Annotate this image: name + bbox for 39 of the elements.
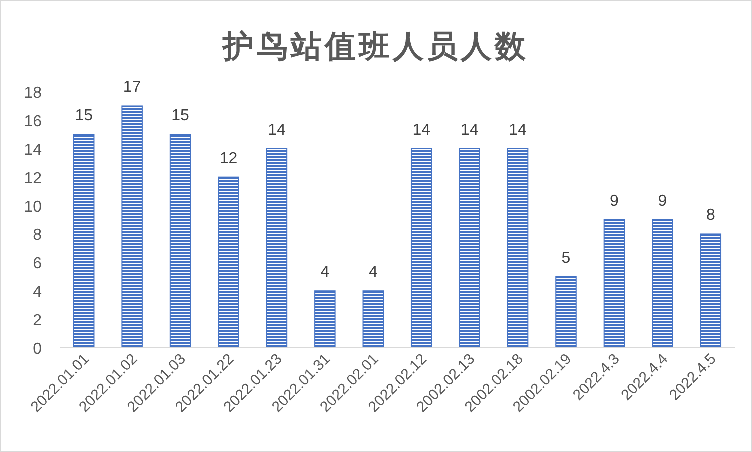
bar	[362, 290, 384, 348]
bar	[218, 176, 240, 348]
bar	[314, 290, 336, 348]
bar	[410, 148, 432, 348]
y-tick-label: 16	[24, 113, 42, 130]
y-tick-label: 12	[24, 170, 42, 188]
data-label: 4	[320, 264, 330, 282]
data-label: 5	[562, 250, 571, 267]
y-tick-label: 0	[33, 341, 42, 358]
chart-title: 护鸟站值班人员人数	[222, 29, 529, 64]
data-label: 14	[412, 122, 431, 139]
data-label: 12	[220, 150, 238, 168]
y-tick-label: 8	[33, 227, 42, 244]
data-label: 9	[610, 193, 620, 210]
y-tick-label: 2	[33, 312, 42, 330]
data-label: 14	[460, 122, 479, 139]
data-label: 14	[509, 122, 528, 139]
data-label: 9	[658, 193, 668, 210]
y-tick-label: 18	[24, 85, 42, 102]
data-label: 8	[706, 207, 716, 224]
data-label: 15	[75, 108, 94, 125]
y-tick-label: 10	[24, 198, 42, 216]
bar	[459, 148, 480, 348]
bar	[700, 234, 722, 348]
data-label: 15	[172, 108, 190, 125]
bar	[122, 106, 143, 348]
bar	[266, 148, 288, 348]
bar	[652, 220, 674, 348]
bar	[73, 134, 95, 348]
data-label: 4	[368, 264, 378, 282]
y-tick-label: 6	[33, 256, 42, 273]
bar	[556, 276, 577, 348]
bar	[507, 148, 529, 348]
bar	[170, 134, 192, 348]
y-tick-label: 14	[24, 142, 42, 159]
bar	[604, 220, 626, 348]
data-label: 14	[268, 122, 286, 139]
y-tick-label: 4	[33, 284, 42, 302]
data-label: 17	[123, 79, 142, 96]
